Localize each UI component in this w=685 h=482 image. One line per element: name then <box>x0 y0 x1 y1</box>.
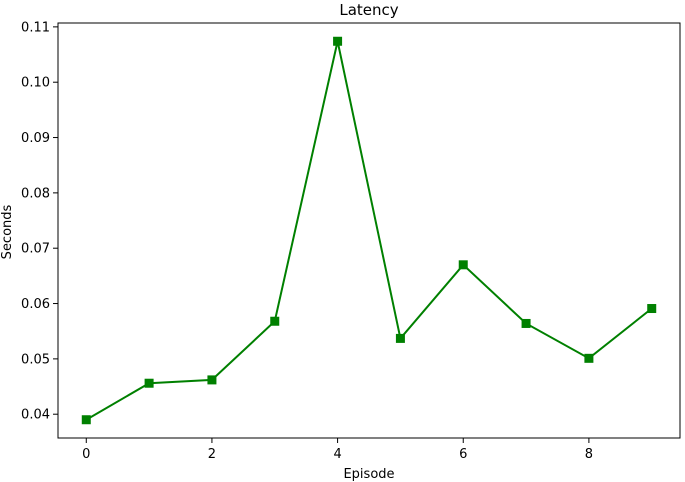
x-axis-ticks: 0 2 4 6 8 <box>82 438 593 462</box>
y-tick-label: 0.06 <box>21 297 50 312</box>
x-tick-label: 2 <box>208 447 216 462</box>
y-tick-label: 0.05 <box>21 352 50 367</box>
data-point-marker <box>521 318 531 328</box>
chart-title: Latency <box>339 1 398 19</box>
data-point-marker <box>144 378 154 388</box>
data-point-marker <box>458 260 468 270</box>
y-tick-label: 0.10 <box>21 76 50 91</box>
data-point-marker <box>395 333 405 343</box>
plot-frame <box>57 22 681 439</box>
data-point-marker <box>647 304 657 314</box>
x-tick-label: 0 <box>82 447 90 462</box>
y-tick-label: 0.08 <box>21 186 50 201</box>
data-point-marker <box>584 353 594 363</box>
y-tick-label: 0.11 <box>21 20 50 35</box>
data-point-marker <box>81 415 91 425</box>
x-tick-label: 4 <box>333 447 341 462</box>
data-point-marker <box>333 36 343 46</box>
y-tick-label: 0.04 <box>21 408 50 423</box>
y-tick-label: 0.07 <box>21 242 50 257</box>
y-tick-label: 0.09 <box>21 131 50 146</box>
data-point-marker <box>270 316 280 326</box>
x-axis-label: Episode <box>343 467 394 482</box>
latency-line <box>85 41 653 421</box>
x-tick-label: 8 <box>585 447 593 462</box>
y-axis-label: Seconds <box>0 204 15 259</box>
x-tick-label: 6 <box>459 447 467 462</box>
latency-markers <box>81 36 657 425</box>
data-point-marker <box>207 375 217 385</box>
y-axis-ticks: 0.04 0.05 0.06 0.07 0.08 0.09 0.10 0.11 <box>21 20 58 423</box>
